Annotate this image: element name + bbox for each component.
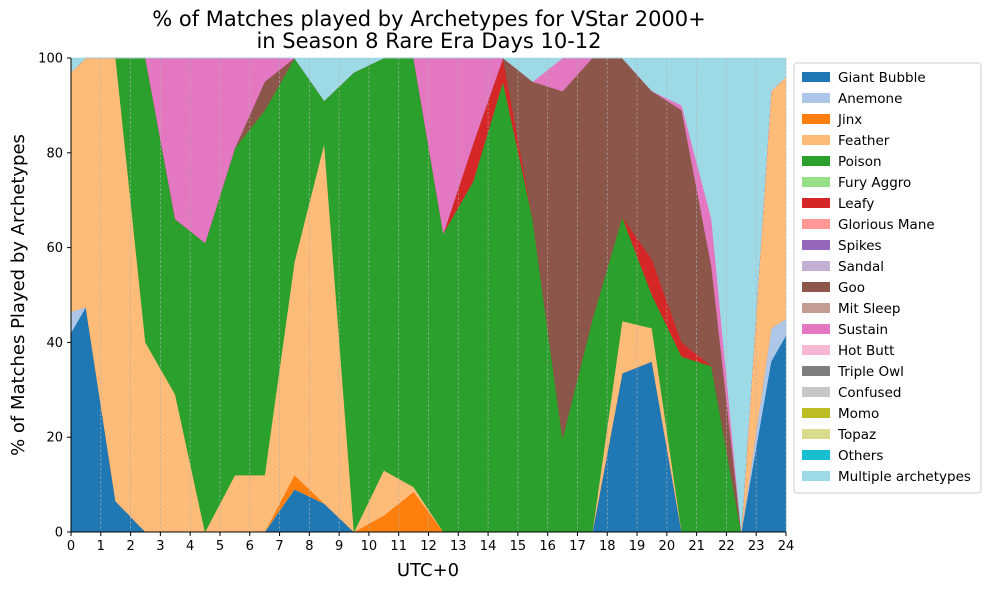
legend-swatch-jinx bbox=[802, 114, 830, 124]
y-tick-label: 100 bbox=[38, 52, 63, 67]
chart-title: % of Matches played by Archetypes for VS… bbox=[152, 7, 706, 53]
y-tick-label: 0 bbox=[55, 526, 63, 541]
legend-label-jinx: Jinx bbox=[837, 112, 862, 128]
x-tick-label: 2 bbox=[126, 539, 134, 554]
x-tick-label: 24 bbox=[778, 539, 795, 554]
x-tick-label: 10 bbox=[361, 539, 378, 554]
legend-swatch-topaz bbox=[802, 429, 830, 439]
legend-label-feather: Feather bbox=[838, 133, 890, 149]
y-axis-label: % of Matches Played by Archetypes bbox=[8, 134, 29, 456]
y-tick-label: 60 bbox=[46, 241, 63, 256]
legend-label-fury-aggro: Fury Aggro bbox=[838, 175, 911, 191]
x-axis-label: UTC+0 bbox=[397, 560, 459, 581]
legend: Giant Bubble Anemone Jinx Feather Poison Fury… bbox=[793, 62, 982, 494]
y-axis-ticks: 0 20 40 60 80 100 bbox=[38, 52, 71, 541]
chart-title-line-1: % of Matches played by Archetypes for VS… bbox=[152, 7, 706, 31]
x-tick-label: 6 bbox=[246, 539, 254, 554]
legend-label-triple-owl: Triple Owl bbox=[837, 364, 904, 380]
legend-swatch-others bbox=[802, 450, 830, 460]
legend-swatch-mit-sleep bbox=[802, 303, 830, 313]
legend-swatch-momo bbox=[802, 408, 830, 418]
x-tick-label: 21 bbox=[688, 539, 705, 554]
x-tick-label: 9 bbox=[335, 539, 343, 554]
vertical-grid bbox=[70, 58, 787, 532]
legend-swatch-glorious-mane bbox=[802, 219, 830, 229]
x-axis-ticks: 0 1 2 3 4 5 6 7 8 9 10 11 12 13 14 15 16 17 18 19 20 21 22 23 24 bbox=[67, 532, 794, 554]
legend-label-confused: Confused bbox=[838, 385, 901, 401]
x-tick-label: 8 bbox=[305, 539, 313, 554]
legend-swatch-feather bbox=[802, 135, 830, 145]
x-tick-label: 22 bbox=[718, 539, 735, 554]
legend-label-spikes: Spikes bbox=[838, 238, 882, 254]
legend-label-sustain: Sustain bbox=[838, 322, 888, 338]
legend-swatch-triple-owl bbox=[802, 366, 830, 376]
x-tick-label: 4 bbox=[186, 539, 194, 554]
y-tick-label: 20 bbox=[46, 431, 63, 446]
x-tick-label: 20 bbox=[659, 539, 676, 554]
legend-label-goo: Goo bbox=[838, 280, 865, 296]
legend-swatch-multiple-archetypes bbox=[802, 471, 830, 481]
legend-label-anemone: Anemone bbox=[838, 91, 902, 107]
legend-swatch-leafy bbox=[802, 198, 830, 208]
legend-swatch-anemone bbox=[802, 93, 830, 103]
x-tick-label: 0 bbox=[67, 539, 75, 554]
y-tick-label: 80 bbox=[46, 146, 63, 161]
x-tick-label: 14 bbox=[480, 539, 497, 554]
x-tick-label: 13 bbox=[450, 539, 467, 554]
legend-label-others: Others bbox=[838, 448, 883, 464]
legend-label-topaz: Topaz bbox=[837, 427, 876, 443]
chart-title-line-2: in Season 8 Rare Era Days 10-12 bbox=[256, 29, 601, 53]
x-tick-label: 18 bbox=[599, 539, 616, 554]
x-tick-label: 17 bbox=[569, 539, 586, 554]
x-tick-label: 1 bbox=[97, 539, 105, 554]
legend-swatch-confused bbox=[802, 387, 830, 397]
legend-label-giant-bubble: Giant Bubble bbox=[838, 70, 926, 86]
x-tick-label: 7 bbox=[275, 539, 283, 554]
legend-label-hot-butt: Hot Butt bbox=[838, 343, 894, 359]
legend-swatch-poison bbox=[802, 156, 830, 166]
x-tick-label: 5 bbox=[216, 539, 224, 554]
x-tick-label: 16 bbox=[539, 539, 556, 554]
legend-label-multiple-archetypes: Multiple archetypes bbox=[838, 469, 971, 485]
x-tick-label: 19 bbox=[629, 539, 646, 554]
x-tick-label: 15 bbox=[510, 539, 527, 554]
legend-label-mit-sleep: Mit Sleep bbox=[838, 301, 900, 317]
legend-label-glorious-mane: Glorious Mane bbox=[838, 217, 935, 233]
x-tick-label: 23 bbox=[748, 539, 765, 554]
legend-swatch-hot-butt bbox=[802, 345, 830, 355]
legend-label-momo: Momo bbox=[838, 406, 879, 422]
y-tick-label: 40 bbox=[46, 336, 63, 351]
legend-swatch-spikes bbox=[802, 240, 830, 250]
x-tick-label: 12 bbox=[420, 539, 437, 554]
legend-box bbox=[793, 62, 982, 494]
legend-label-leafy: Leafy bbox=[838, 196, 874, 212]
x-tick-label: 3 bbox=[156, 539, 164, 554]
legend-label-poison: Poison bbox=[838, 154, 882, 170]
legend-swatch-goo bbox=[802, 282, 830, 292]
legend-swatch-giant-bubble bbox=[802, 72, 830, 82]
legend-swatch-sandal bbox=[802, 261, 830, 271]
x-tick-label: 11 bbox=[390, 539, 407, 554]
legend-swatch-sustain bbox=[802, 324, 830, 334]
legend-swatch-fury-aggro bbox=[802, 177, 830, 187]
legend-label-sandal: Sandal bbox=[838, 259, 884, 275]
